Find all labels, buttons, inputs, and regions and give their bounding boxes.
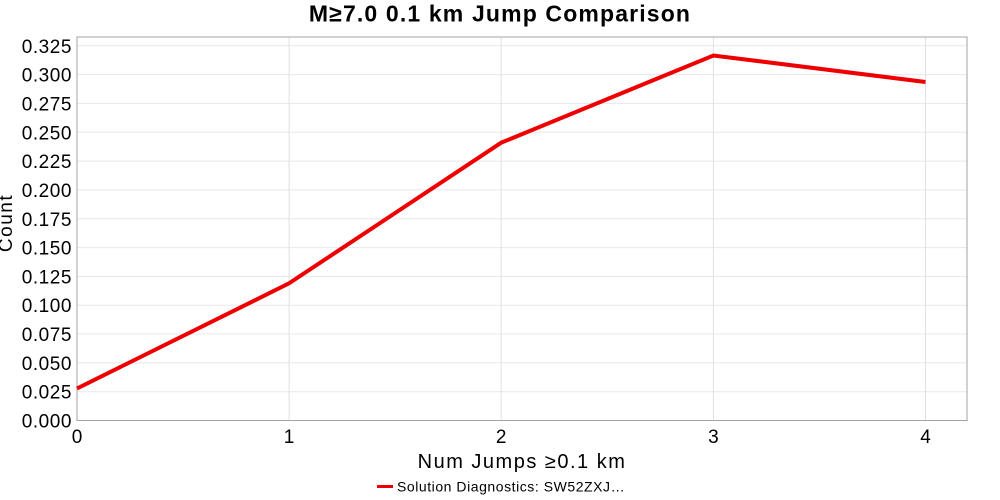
svg-text:0.225: 0.225	[22, 152, 72, 173]
svg-text:0.200: 0.200	[22, 181, 72, 202]
svg-text:0.250: 0.250	[22, 123, 72, 144]
svg-text:0.100: 0.100	[22, 296, 72, 317]
svg-text:M≥7.0 0.1 km Jump Comparison: M≥7.0 0.1 km Jump Comparison	[309, 1, 691, 27]
svg-text:0.175: 0.175	[22, 210, 72, 231]
svg-text:2: 2	[496, 427, 507, 448]
svg-text:3: 3	[708, 427, 719, 448]
svg-text:0: 0	[72, 427, 83, 448]
svg-text:0.275: 0.275	[22, 95, 72, 116]
svg-text:0.050: 0.050	[22, 354, 72, 375]
svg-text:0.075: 0.075	[22, 325, 72, 346]
svg-text:0.125: 0.125	[22, 267, 72, 288]
svg-text:0.000: 0.000	[22, 412, 72, 433]
svg-text:Num Jumps ≥0.1 km: Num Jumps ≥0.1 km	[418, 451, 627, 473]
svg-text:0.300: 0.300	[22, 66, 72, 87]
svg-text:4: 4	[920, 427, 931, 448]
svg-text:0.150: 0.150	[22, 239, 72, 260]
svg-text:Count: Count	[0, 194, 17, 252]
svg-text:0.025: 0.025	[22, 383, 72, 404]
svg-text:Solution Diagnostics: SW52ZXJ…: Solution Diagnostics: SW52ZXJ…	[397, 479, 625, 495]
svg-text:1: 1	[284, 427, 295, 448]
svg-text:0.325: 0.325	[22, 37, 72, 58]
